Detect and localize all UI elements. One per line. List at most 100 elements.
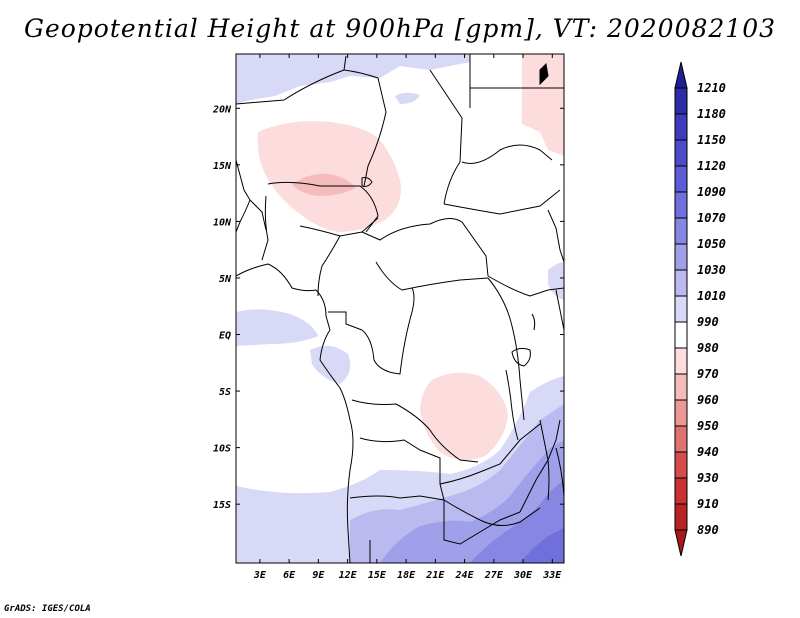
lake-victoria — [511, 347, 531, 367]
colorbar-swatch — [674, 87, 688, 115]
lon-tick-label: 15E — [368, 570, 387, 581]
colorbar-swatch — [674, 165, 688, 193]
border-botswana — [443, 500, 521, 545]
colorbar-swatch — [674, 399, 688, 427]
border-congo — [361, 287, 415, 375]
colorbar-label: 990 — [697, 315, 719, 329]
border-sahel-2 — [261, 195, 269, 261]
field-shade-south-blue-5 — [520, 528, 564, 563]
colorbar-swatch — [674, 451, 688, 479]
lon-tick-label: 24E — [455, 570, 475, 581]
colorbar-swatch — [674, 217, 688, 245]
colorbar-label: 890 — [697, 523, 719, 537]
colorbar-swatch — [674, 191, 688, 219]
sinai-tip — [539, 62, 549, 86]
field-shade-east-blue — [548, 262, 564, 300]
colorbar-label: 1050 — [697, 237, 726, 251]
field-shade-north-blue-patch — [395, 92, 420, 104]
field-shade-sahel-pink-core — [292, 173, 356, 196]
colorbar-swatch — [674, 269, 688, 297]
colorbar-label: 1070 — [697, 211, 726, 225]
border-north-2 — [343, 69, 387, 187]
field-shade-coast-blue — [310, 345, 351, 384]
lake-tanganyika — [505, 369, 519, 441]
border-north-5 — [429, 69, 463, 205]
border-drc-east — [487, 277, 525, 421]
border-zambia — [439, 423, 541, 485]
field-shade-north-blue — [236, 54, 470, 104]
lat-tick-label: 5N — [219, 274, 232, 285]
border-angola — [359, 437, 445, 501]
colorbar-label: 930 — [697, 471, 719, 485]
map-title: Geopotential Height at 900hPa [gpm], VT:… — [23, 14, 777, 43]
lake-malawi — [539, 419, 550, 501]
shaded-field — [236, 54, 564, 563]
colorbar: 1210 1180 1150 1120 1090 1070 1050 1030 1010 990 9… — [674, 61, 726, 557]
colorbar-label: 1030 — [697, 263, 726, 277]
border-east-coast — [547, 209, 564, 263]
colorbar-label: 1120 — [697, 159, 726, 173]
colorbar-swatch — [674, 425, 688, 453]
border-sudan — [443, 189, 561, 215]
lake-turkana — [531, 313, 536, 331]
lon-tick-label: 12E — [339, 570, 358, 581]
colorbar-label: 1210 — [697, 81, 726, 95]
colorbar-label: 1180 — [697, 107, 726, 121]
border-gabon — [328, 311, 363, 331]
lon-tick-label: 6E — [283, 570, 296, 581]
border-north-1 — [236, 55, 347, 105]
colorbar-label: 910 — [697, 497, 719, 511]
lon-tick-label: 27E — [484, 570, 504, 581]
lat-tick-label: 5S — [219, 387, 231, 398]
border-car-south — [375, 261, 489, 291]
colorbar-swatch — [674, 503, 688, 531]
colorbar-label: 970 — [697, 367, 719, 381]
colorbar-label: 980 — [697, 341, 719, 355]
lake-chad — [361, 177, 373, 187]
colorbar-label: 1090 — [697, 185, 726, 199]
border-drc-south — [351, 399, 479, 463]
east-coast-north — [555, 289, 564, 331]
border-namibia — [349, 495, 481, 521]
grads-credit: GrADS: IGES/COLA — [4, 604, 91, 614]
border-south-sudan — [487, 275, 564, 297]
colorbar-swatch — [674, 113, 688, 141]
lat-tick-label: 15N — [213, 161, 232, 172]
boundaries — [236, 54, 564, 563]
field-shade-congo-pink — [420, 372, 508, 461]
lon-tick-label: 18E — [397, 570, 416, 581]
colorbar-label: 950 — [697, 419, 719, 433]
latitude-axis: 20N 15N 10N 5N EQ 5S 10S 15S — [212, 104, 564, 511]
field-shade-northeast-pink — [522, 54, 564, 156]
map-area — [235, 53, 565, 564]
lat-tick-label: 10N — [213, 217, 232, 228]
lon-tick-label: 9E — [312, 570, 325, 581]
colorbar-swatch — [674, 139, 688, 167]
border-sahel-1 — [267, 181, 379, 233]
lat-tick-label: 15S — [213, 500, 231, 511]
lon-tick-label: 21E — [425, 570, 445, 581]
colorbar-label: 1010 — [697, 289, 726, 303]
lat-tick-label: EQ — [219, 331, 231, 342]
colorbar-label: 960 — [697, 393, 719, 407]
border-sahel-3 — [249, 199, 267, 231]
map-frame — [235, 53, 565, 564]
colorbar-label: 940 — [697, 445, 719, 459]
lon-tick-label: 3E — [253, 570, 267, 581]
longitude-axis: 3E 6E 9E 12E 15E 18E 21E 24E 27E 30E 33E — [253, 54, 562, 581]
lon-tick-label: 33E — [542, 570, 562, 581]
lat-tick-label: 20N — [212, 104, 232, 115]
gulf-of-guinea-coastline — [236, 263, 354, 563]
colorbar-swatch — [674, 295, 688, 323]
border-eastern — [461, 144, 553, 164]
colorbar-label: 1150 — [697, 133, 726, 147]
lat-tick-label: 10S — [213, 444, 231, 455]
colorbar-top-arrow — [674, 61, 688, 89]
colorbar-swatch — [674, 347, 688, 375]
colorbar-swatch — [674, 243, 688, 271]
border-car-chad — [361, 218, 489, 277]
colorbar-bottom-arrow — [674, 529, 688, 557]
colorbar-swatch — [674, 321, 688, 349]
border-cameroon — [317, 235, 341, 297]
